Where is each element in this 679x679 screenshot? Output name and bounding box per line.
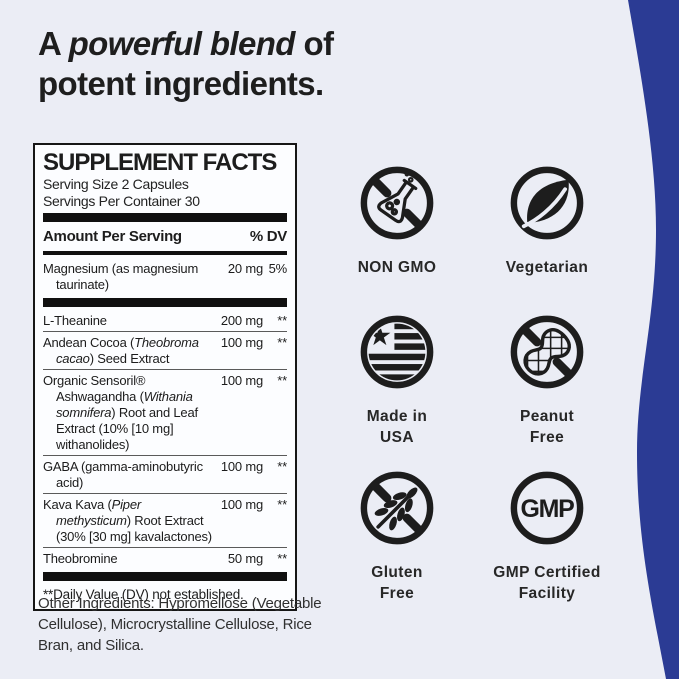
badge-label: Peanut Free: [519, 408, 575, 446]
badge-leaf: Vegetarian: [504, 160, 590, 309]
no-gmo-icon: [354, 160, 440, 246]
facts-row: Kava Kava (Piper methysticum) Root Extra…: [43, 493, 287, 547]
headline: A powerful blend of potent ingredients.: [38, 24, 334, 104]
facts-header-row: Amount Per Serving % DV: [43, 225, 287, 248]
ingredient-dv: 5%: [268, 260, 288, 276]
ingredient-dv: **: [277, 458, 287, 474]
separator-bar: [43, 572, 287, 581]
servings-per-container: Servings Per Container 30: [43, 193, 200, 209]
facts-title: SUPPLEMENT FACTS: [43, 149, 277, 176]
supplement-facts-panel: SUPPLEMENT FACTS Serving Size 2 Capsules…: [33, 143, 297, 611]
separator-bar-medium: [43, 251, 287, 255]
headline-suffix: of: [303, 25, 334, 62]
leaf-icon: [504, 160, 590, 246]
ingredient-name: Magnesium (as magnesium taurinate): [43, 260, 199, 292]
ingredient-amount: 100 mg: [220, 372, 263, 388]
ingredient-dv: **: [277, 372, 287, 388]
ingredient-amount: 100 mg: [220, 458, 263, 474]
separator-bar: [43, 298, 287, 307]
ingredient-dv: **: [277, 550, 287, 566]
dv-footnote: **Daily Value (DV) not established.: [43, 587, 244, 602]
certification-badges: NON GMO Vegetarian Made in USA Peanut Free Glu…: [322, 160, 622, 635]
ingredient-dv: **: [277, 496, 287, 512]
ingredient-amount: 100 mg: [220, 496, 263, 512]
percent-dv-label: % DV: [249, 228, 287, 245]
facts-row: L-Theanine 200 mg **: [43, 310, 287, 331]
facts-row: Organic Sensoril® Ashwagandha (Withania …: [43, 369, 287, 455]
ingredient-name: Kava Kava (Piper methysticum) Root Extra…: [43, 496, 212, 544]
badge-no-wheat: Gluten Free: [354, 465, 440, 635]
ingredient-dv: **: [277, 334, 287, 350]
badge-label: Made in USA: [366, 408, 428, 446]
no-wheat-icon: [354, 465, 440, 551]
ingredient-amount: 200 mg: [220, 312, 263, 328]
separator-bar: [43, 213, 287, 222]
facts-row: GABA (gamma-aminobutyric acid) 100 mg **: [43, 455, 287, 493]
badge-no-peanut: Peanut Free: [504, 309, 590, 465]
badge-gmp: GMP Certified Facility: [493, 465, 600, 635]
facts-row: Andean Cocoa (Theobroma cacao) Seed Extr…: [43, 331, 287, 369]
badge-label: Gluten Free: [371, 564, 423, 602]
ingredient-amount: 100 mg: [220, 334, 263, 350]
ingredient-name: GABA (gamma-aminobutyric acid): [43, 458, 203, 490]
facts-rows: Magnesium (as magnesium taurinate) 20 mg 5…: [43, 258, 287, 569]
blue-curve-shape: [628, 0, 679, 679]
headline-line2: potent ingredients.: [38, 65, 324, 102]
ingredient-amount: 50 mg: [227, 550, 263, 566]
ingredient-name: Theobromine: [43, 550, 118, 566]
amount-per-serving-label: Amount Per Serving: [43, 228, 182, 245]
ingredient-amount: 20 mg: [227, 260, 263, 276]
no-peanut-icon: [504, 309, 590, 395]
badge-usa-flag: Made in USA: [354, 309, 440, 465]
ingredient-name: Organic Sensoril® Ashwagandha (Withania …: [43, 372, 198, 452]
ingredient-name: L-Theanine: [43, 312, 107, 328]
usa-flag-icon: [354, 309, 440, 395]
badge-no-gmo: NON GMO: [354, 160, 440, 309]
badge-label: GMP Certified Facility: [493, 564, 601, 602]
badge-label: Vegetarian: [505, 259, 589, 276]
facts-row: Magnesium (as magnesium taurinate) 20 mg 5…: [43, 258, 287, 295]
serving-size: Serving Size 2 Capsules: [43, 176, 189, 192]
ingredient-dv: **: [277, 312, 287, 328]
headline-emphasis: powerful blend: [68, 25, 296, 62]
headline-prefix: A: [38, 25, 61, 62]
facts-row: Theobromine 50 mg **: [43, 547, 287, 569]
other-ingredients: Other Ingredients: Hypromellose (Vegetab…: [38, 595, 322, 654]
gmp-icon: [504, 465, 590, 551]
badge-label: NON GMO: [357, 259, 437, 276]
ingredient-name: Andean Cocoa (Theobroma cacao) Seed Extr…: [43, 334, 199, 366]
